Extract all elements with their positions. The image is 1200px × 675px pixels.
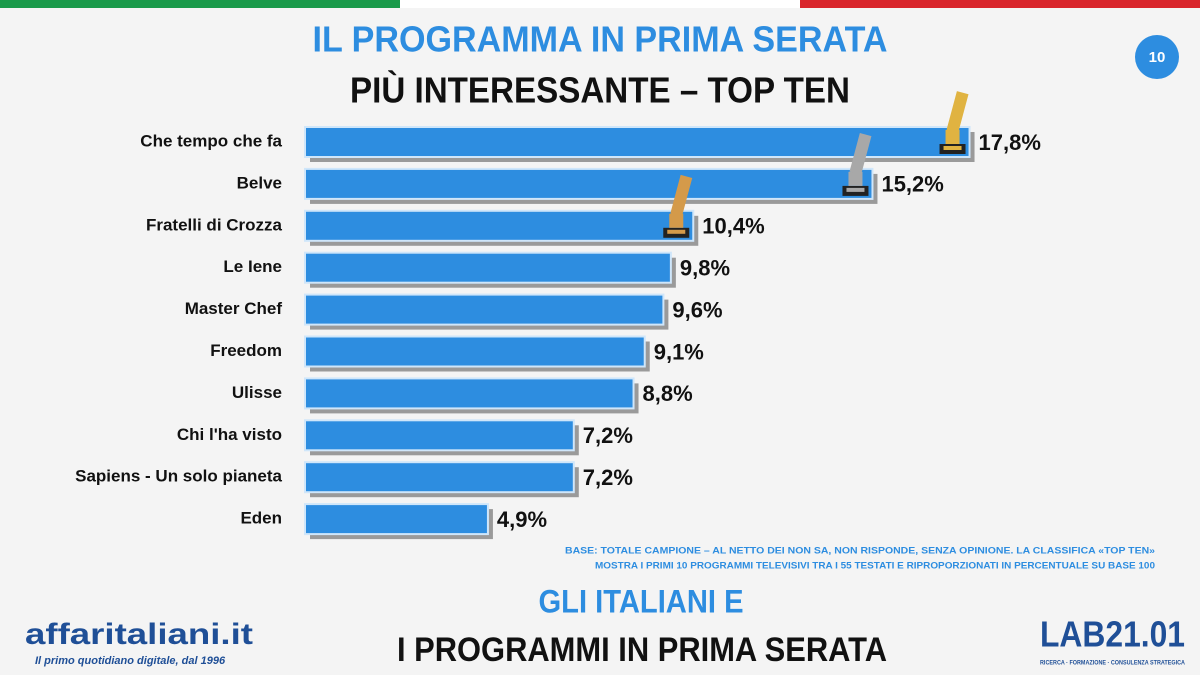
category-label: Ulisse — [232, 383, 282, 402]
trophy-plate — [846, 187, 865, 192]
bar — [304, 167, 874, 200]
value-label: 15,2% — [881, 172, 943, 197]
note-line: MOSTRA I PRIMI 10 PROGRAMMI TELEVISIVI T… — [595, 560, 1155, 570]
bar — [304, 461, 575, 494]
logo-left-tagline: Il primo quotidiano digitale, dal 1996 — [35, 655, 226, 667]
value-label: 17,8% — [979, 130, 1041, 155]
trophy-plate — [943, 146, 962, 150]
trophy-cup — [669, 213, 684, 228]
trophy-cup — [848, 171, 863, 186]
flag-red — [800, 0, 1200, 8]
flag-green — [0, 0, 400, 8]
page-badge — [1135, 35, 1179, 79]
flag-white — [400, 0, 800, 8]
value-label: 8,8% — [643, 381, 693, 406]
value-label: 7,2% — [583, 465, 633, 490]
category-label: Freedom — [210, 341, 282, 360]
value-label: 4,9% — [497, 507, 547, 532]
category-label: Chi l'ha visto — [177, 425, 282, 444]
category-label: Fratelli di Crozza — [146, 215, 283, 234]
value-label: 9,8% — [680, 256, 730, 281]
logo-left: affaritaliani.it — [25, 618, 253, 651]
bar — [304, 377, 635, 410]
bar — [304, 503, 489, 536]
logo-right-tagline: RICERCA · FORMAZIONE · CONSULENZA STRATE… — [1040, 661, 1186, 667]
category-label: Master Chef — [185, 299, 283, 318]
bar — [304, 293, 665, 326]
value-label: 9,1% — [654, 339, 704, 364]
bar — [304, 419, 575, 452]
category-label: Eden — [240, 509, 282, 528]
trophy-bar — [946, 91, 969, 133]
category-label: Belve — [237, 173, 282, 192]
bar — [304, 251, 672, 284]
chart-title: IL PROGRAMMA IN PRIMA SERATA — [313, 19, 888, 60]
category-label: Le Iene — [223, 257, 282, 276]
trophy-cup — [945, 130, 960, 144]
note-line: BASE: TOTALE CAMPIONE – AL NETTO DEI NON… — [565, 545, 1155, 555]
plot: Che tempo che fa 17,8% Belve 15,2% Fratelli … — [75, 91, 1041, 540]
value-label: 7,2% — [583, 423, 633, 448]
trophy-bar — [670, 174, 693, 217]
category-label: Che tempo che fa — [140, 131, 282, 150]
bar — [304, 335, 646, 368]
footer-line: I PROGRAMMI IN PRIMA SERATA — [397, 631, 887, 669]
footer-line: GLI ITALIANI E — [539, 583, 744, 619]
chart-subtitle: PIÙ INTERESSANTE – TOP TEN — [350, 69, 850, 111]
value-label: 10,4% — [702, 214, 764, 239]
trophy-plate — [667, 229, 686, 234]
page-number: 10 — [1149, 49, 1166, 66]
value-label: 9,6% — [672, 297, 722, 322]
logo-right: LAB21.01 — [1040, 614, 1185, 655]
bar — [304, 209, 695, 242]
trophy-bar — [849, 133, 872, 175]
category-label: Sapiens - Un solo pianeta — [75, 467, 282, 486]
